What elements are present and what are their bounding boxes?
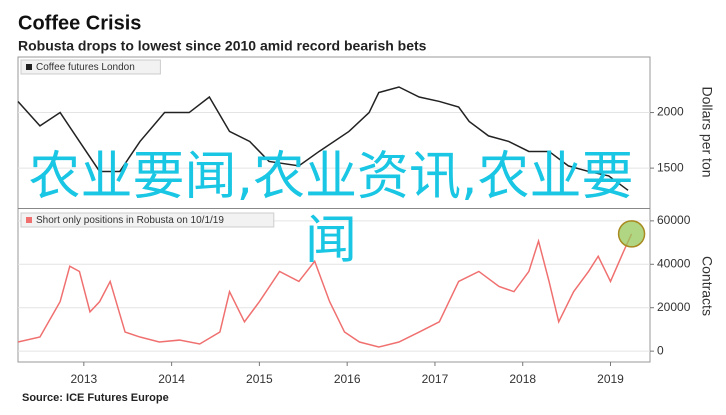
legend-box: [20, 212, 275, 228]
highlight-circle: [617, 220, 646, 248]
legend-label: Coffee futures London: [36, 62, 135, 73]
y-tick-label: 0: [657, 343, 664, 357]
series-line: [17, 86, 629, 191]
legend-swatch: [26, 217, 32, 223]
plot-frame: [17, 56, 651, 363]
series-line: [17, 233, 633, 348]
y-tick-label: 60000: [657, 213, 691, 227]
x-tick-label: 2016: [334, 372, 361, 386]
x-tick-label: 2014: [158, 372, 185, 386]
chart-subtitle: Robusta drops to lowest since 2010 amid …: [18, 38, 427, 54]
watermark: 农业要闻,农业资讯,农业要闻: [28, 147, 634, 271]
x-tick-label: 2018: [509, 372, 536, 386]
chart-title: Coffee Crisis: [18, 12, 141, 34]
x-tick-label: 2019: [597, 372, 624, 386]
x-tick-label: 2017: [422, 372, 449, 386]
y-tick-label: 2000: [657, 105, 684, 119]
y-axis-label: Dollars per ton: [699, 86, 715, 177]
y-tick-label: 40000: [657, 256, 691, 270]
legend-swatch: [26, 64, 32, 70]
legend-label: Short only positions in Robusta on 10/1/…: [36, 215, 224, 226]
y-tick-label: 1500: [657, 160, 684, 174]
x-tick-label: 2013: [70, 372, 97, 386]
x-tick-label: 2015: [246, 372, 273, 386]
source: Source: ICE Futures Europe: [22, 392, 169, 404]
y-tick-label: 20000: [657, 300, 691, 314]
y-axis-label: Contracts: [699, 256, 715, 316]
legend-box: [20, 59, 161, 75]
